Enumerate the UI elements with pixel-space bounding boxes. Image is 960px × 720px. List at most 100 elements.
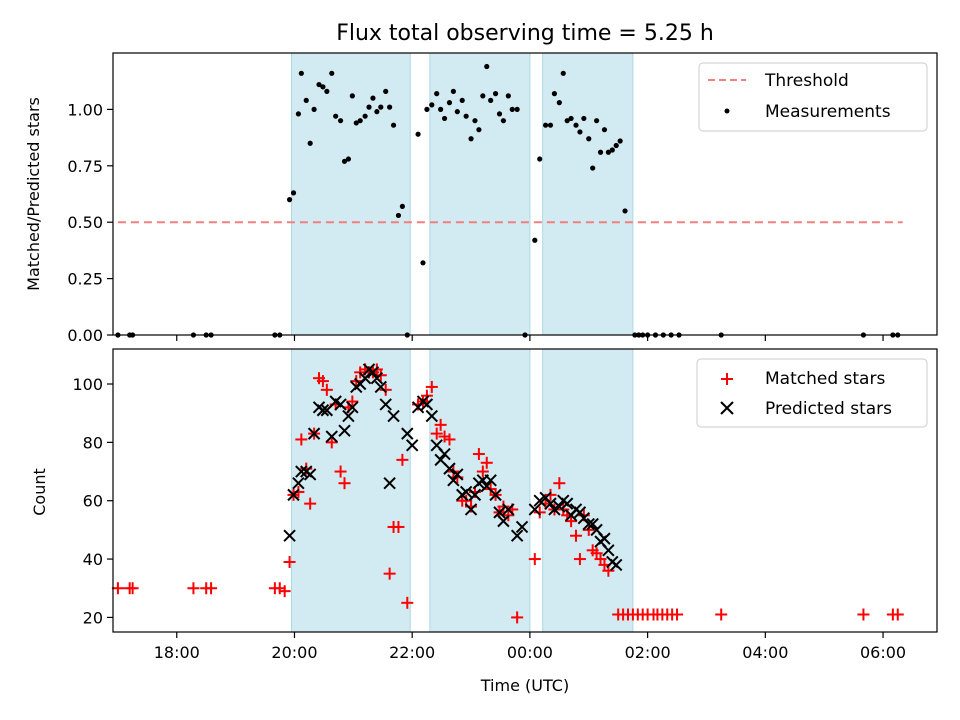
predicted-star-point — [374, 380, 388, 394]
matched-star-point — [338, 477, 351, 490]
bottom-y-axis-label: Count — [30, 468, 49, 516]
matched-star-point — [715, 608, 728, 621]
matched-star-point — [891, 608, 904, 621]
predicted-star-point — [342, 409, 355, 423]
bottom-panel: 20 40 60 80 100 18:00 20:00 22:00 00:00 02:00 04:… — [30, 348, 938, 695]
predicted-star-point — [325, 430, 338, 443]
predicted-star-point — [610, 558, 623, 572]
measurement-point — [605, 149, 611, 155]
matched-star-point — [187, 582, 200, 595]
measurement-point — [601, 127, 608, 133]
y-tick-label: 1.00 — [67, 100, 103, 119]
predicted-star-point — [379, 398, 392, 411]
y-tick-label: 60 — [83, 492, 103, 511]
measurement-point — [468, 136, 474, 142]
measurement-point — [532, 237, 538, 243]
predicted-star-point — [602, 544, 615, 557]
predicted-star-point — [553, 500, 566, 513]
measurement-point — [374, 109, 380, 115]
predicted-star-point — [401, 427, 414, 440]
top-legend-box — [698, 62, 928, 132]
matched-star-point — [320, 383, 333, 396]
measurement-point — [577, 129, 583, 135]
matched-star-point — [573, 553, 586, 566]
x-tick-label: 02:00 — [625, 643, 671, 662]
matched-star-point — [379, 383, 392, 396]
measurement-point — [463, 113, 469, 119]
measurement-point — [341, 158, 348, 164]
y-tick-label: 80 — [83, 433, 103, 452]
measurement-point — [378, 104, 384, 110]
bottom-plot-frame — [112, 348, 938, 633]
matched-star-point — [570, 529, 583, 542]
measurement-point — [484, 63, 490, 70]
predicted-star-point — [598, 532, 611, 545]
matched-star-point — [316, 375, 329, 388]
matched-star-point — [528, 553, 541, 566]
shaded-interval — [429, 52, 531, 336]
measurement-point — [424, 106, 430, 112]
y-tick-label: 40 — [83, 550, 103, 569]
legend-matched-label: Matched stars — [765, 369, 885, 389]
top-shaded-intervals — [291, 52, 634, 336]
measurement-point — [415, 131, 421, 137]
predicted-star-point — [316, 404, 330, 417]
measurement-point — [617, 138, 623, 144]
matched-star-point — [325, 436, 338, 449]
matched-star-point — [582, 523, 595, 536]
bottom-legend-box — [696, 358, 928, 428]
predicted-star-point — [582, 517, 595, 531]
predicted-star-point — [451, 468, 464, 481]
legend-measurements-label: Measurements — [765, 102, 891, 122]
measurement-point — [573, 122, 579, 128]
matched-star-point — [434, 418, 447, 431]
top-x-ticks — [176, 335, 884, 341]
x-tick-label: 04:00 — [742, 643, 788, 662]
measurement-point — [581, 115, 587, 122]
predicted-star-point — [484, 474, 497, 487]
legend-threshold-label: Threshold — [764, 71, 849, 91]
top-legend: Threshold Measurements — [698, 62, 928, 132]
predicted-star-point — [307, 427, 321, 440]
predicted-star-point — [346, 401, 359, 414]
measurement-point — [286, 197, 293, 203]
matched-star-point — [334, 465, 347, 478]
matched-star-point — [111, 582, 124, 595]
measurement-point — [370, 95, 376, 101]
measurement-point — [295, 111, 301, 117]
matched-star-point — [544, 488, 557, 501]
measurement-point — [438, 106, 444, 112]
predicted-star-point — [443, 462, 456, 475]
bottom-legend: Matched stars Predicted stars — [696, 358, 928, 428]
predicted-star-point — [287, 488, 300, 502]
measurement-point — [320, 84, 326, 90]
matched-star-point — [295, 433, 308, 446]
measurement-point — [480, 93, 486, 99]
measurement-point — [459, 97, 465, 103]
matched-star-point — [205, 582, 218, 595]
predicted-star-point — [425, 409, 439, 423]
x-tick-label: 22:00 — [389, 643, 435, 662]
measurement-point — [476, 127, 482, 133]
shaded-interval — [291, 52, 411, 336]
shaded-interval — [542, 52, 634, 336]
measurement-point — [383, 88, 389, 94]
measurement-point — [298, 70, 304, 76]
x-tick-label: 06:00 — [860, 643, 906, 662]
measurement-point — [349, 93, 355, 99]
measurement-point — [353, 120, 359, 126]
matched-star-point — [401, 596, 414, 609]
y-tick-label: 0.75 — [67, 157, 103, 176]
x-axis-label: Time (UTC) — [480, 676, 569, 695]
measurement-point — [613, 142, 619, 149]
measurement-point — [316, 81, 322, 88]
predicted-star-point — [489, 488, 502, 502]
measurement-point — [324, 88, 330, 94]
predicted-star-point — [493, 506, 506, 519]
predicted-star-point — [370, 371, 384, 385]
measurement-point — [337, 118, 344, 124]
measurement-point — [543, 122, 549, 128]
matched-star-point — [857, 608, 870, 621]
matched-star-point — [497, 500, 510, 513]
